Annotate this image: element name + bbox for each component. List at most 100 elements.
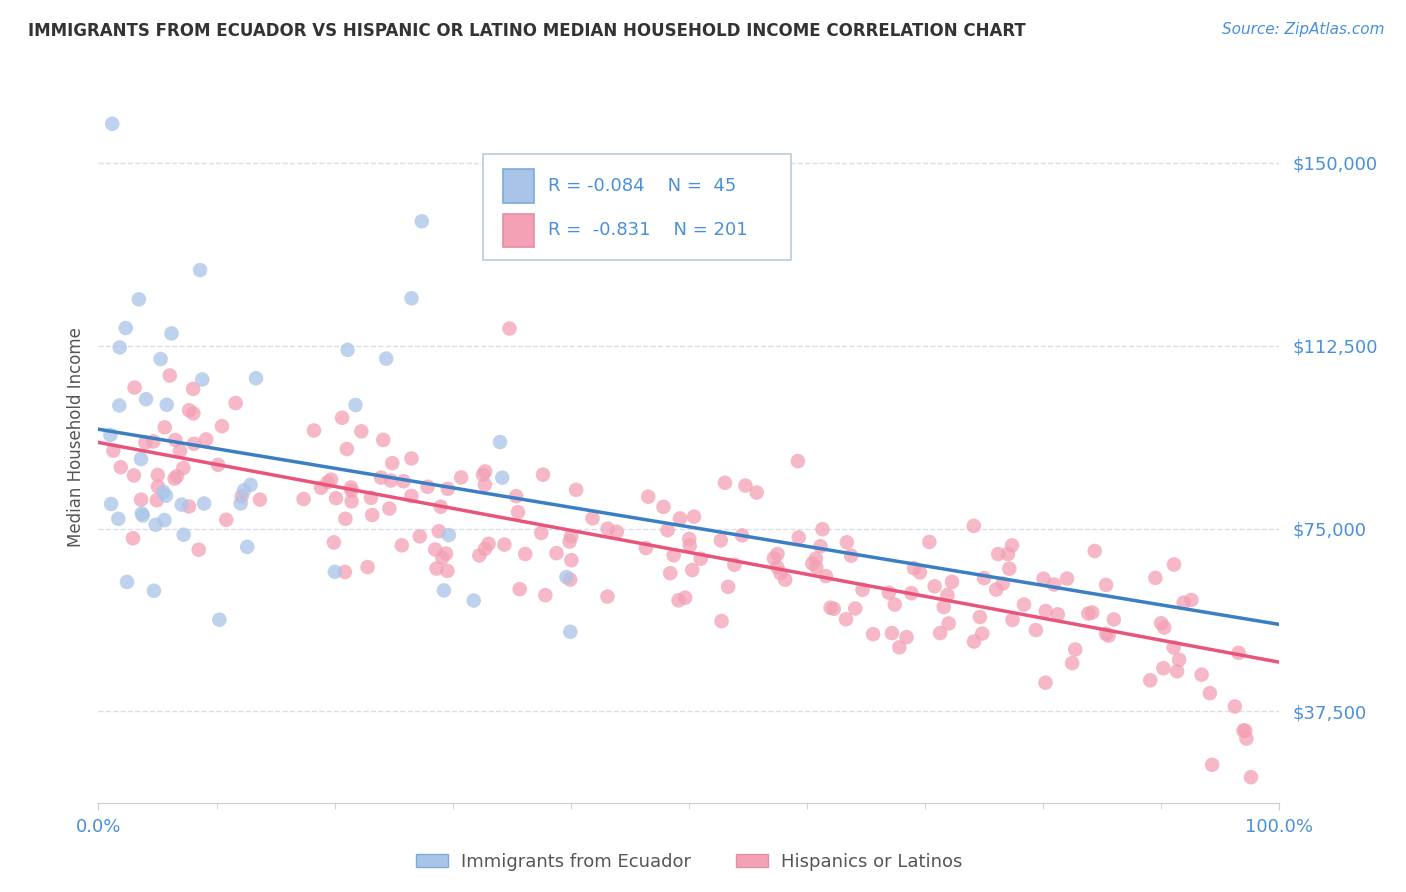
Point [114, 321, 136, 335]
Point [129, 452, 152, 467]
Point [145, 517, 167, 532]
Point [335, 512, 357, 526]
Point [723, 558, 745, 572]
Point [810, 539, 832, 553]
Point [474, 464, 496, 478]
Point [432, 550, 454, 565]
Point [669, 511, 692, 525]
Point [474, 477, 496, 491]
Point [319, 473, 342, 487]
Point [249, 492, 271, 507]
Point [425, 561, 447, 575]
Point [1180, 593, 1202, 607]
Point [811, 522, 834, 536]
Point [801, 557, 824, 571]
Point [336, 442, 359, 456]
Point [330, 410, 353, 425]
Point [207, 458, 229, 472]
Point [991, 576, 1014, 591]
Point [181, 382, 204, 396]
Point [434, 547, 457, 561]
Point [401, 451, 423, 466]
Point [325, 491, 347, 505]
Point [169, 444, 191, 458]
Point [153, 420, 176, 434]
Point [142, 583, 165, 598]
Point [710, 533, 733, 548]
Point [903, 561, 925, 575]
Point [149, 351, 172, 366]
Point [155, 489, 177, 503]
Point [1001, 538, 1024, 552]
Point [233, 483, 256, 498]
Point [606, 524, 628, 539]
Point [163, 472, 186, 486]
Point [717, 580, 740, 594]
Point [128, 293, 150, 307]
Point [450, 470, 472, 484]
Point [883, 598, 905, 612]
Point [1102, 612, 1125, 626]
Point [851, 582, 873, 597]
Point [316, 475, 339, 489]
Point [515, 547, 537, 561]
Point [1032, 572, 1054, 586]
Point [416, 480, 439, 494]
Point [1152, 661, 1174, 675]
Point [494, 538, 516, 552]
Point [340, 481, 363, 495]
Point [823, 601, 845, 615]
Point [153, 513, 176, 527]
Point [1062, 656, 1084, 670]
Point [1240, 770, 1263, 784]
Point [170, 498, 193, 512]
Point [323, 565, 346, 579]
Point [159, 368, 181, 383]
Point [918, 535, 941, 549]
Point [505, 489, 527, 503]
Point [1144, 571, 1167, 585]
Point [100, 497, 122, 511]
Point [1150, 616, 1173, 631]
Point [689, 551, 711, 566]
Point [122, 531, 145, 545]
Point [478, 537, 501, 551]
Point [652, 500, 675, 514]
Point [292, 491, 315, 506]
Point [506, 505, 529, 519]
Point [678, 532, 700, 546]
Point [839, 549, 862, 563]
Point [344, 398, 367, 412]
Point [969, 610, 991, 624]
Point [668, 593, 690, 607]
Point [468, 549, 491, 563]
Point [1234, 723, 1257, 738]
Point [356, 560, 378, 574]
Point [146, 479, 169, 493]
Point [215, 513, 238, 527]
Point [941, 574, 963, 589]
Point [986, 582, 1008, 597]
Point [938, 616, 960, 631]
Point [1035, 675, 1057, 690]
Point [1153, 620, 1175, 634]
Point [731, 528, 754, 542]
Point [1166, 665, 1188, 679]
Point [558, 534, 581, 549]
Text: R =  -0.831    N = 201: R = -0.831 N = 201 [548, 221, 748, 239]
Point [973, 571, 995, 585]
Point [110, 460, 132, 475]
Point [662, 549, 685, 563]
Point [659, 566, 682, 581]
Point [1046, 607, 1069, 622]
Point [1232, 723, 1254, 738]
Point [436, 482, 458, 496]
Point [1227, 646, 1250, 660]
Point [581, 511, 603, 525]
Point [560, 529, 582, 543]
Point [862, 627, 884, 641]
Point [225, 396, 247, 410]
Point [596, 590, 619, 604]
Point [188, 263, 211, 277]
Point [987, 547, 1010, 561]
